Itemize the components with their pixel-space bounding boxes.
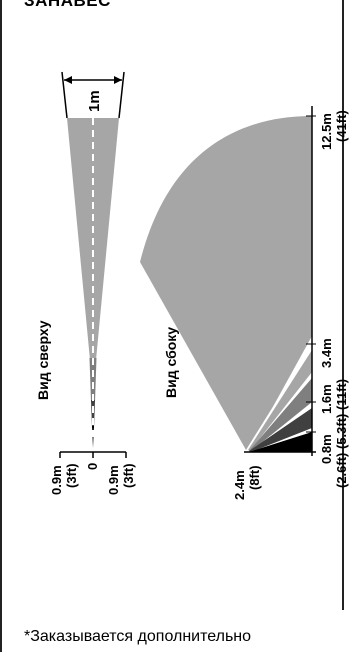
top-view: 1m Вид сверху 0.9m (3ft) 0 0.9m (3ft) [35, 71, 136, 495]
side-view: Вид сбоку 2.4m (8ft) 0.8m 1.6m 3.4m (2.6… [140, 106, 349, 500]
side-view-zone-3 [248, 336, 312, 452]
top-view-left-ft: (3ft) [64, 463, 79, 488]
top-view-beam-mid [89, 358, 97, 402]
top-view-title: Вид сверху [35, 320, 51, 400]
side-view-height-m: 2.4m [232, 470, 247, 500]
width-extent-right [118, 71, 125, 119]
width-extent-left [61, 71, 68, 119]
side-view-title: Вид сбоку [163, 327, 179, 398]
side-view-height-ft: (8ft) [247, 465, 262, 490]
side-view-zone-black [249, 432, 312, 452]
side-view-dist-ft: (2.6ft) (5.3ft) (11ft) [334, 379, 349, 488]
top-view-center-label: 0 [85, 463, 100, 470]
side-view-max-m: 12.5m [319, 113, 334, 150]
side-view-zone-dark [249, 408, 312, 452]
width-arrow-right [114, 76, 122, 84]
side-view-zone-mid [249, 378, 312, 452]
width-label: 1m [86, 90, 103, 112]
diagram-heading: ЗАНАВЕС [24, 0, 111, 10]
side-view-dist-1.6: 1.6m [319, 384, 334, 414]
top-view-left-m: 0.9m [49, 465, 64, 495]
frame-left-border [0, 0, 2, 652]
side-view-max-ft: (41ft) [334, 110, 349, 142]
frame-right-border [342, 0, 344, 610]
width-arrow-left [64, 76, 72, 84]
side-view-dist-0.8: 0.8m [319, 434, 334, 464]
side-view-dist-3.4: 3.4m [319, 338, 334, 368]
side-view-zone-light-near [248, 350, 312, 451]
footnote: *Заказывается дополнительно [24, 628, 252, 645]
top-view-right-ft: (3ft) [121, 463, 136, 488]
top-view-right-m: 0.9m [106, 465, 121, 495]
side-view-far-zone [140, 116, 312, 450]
